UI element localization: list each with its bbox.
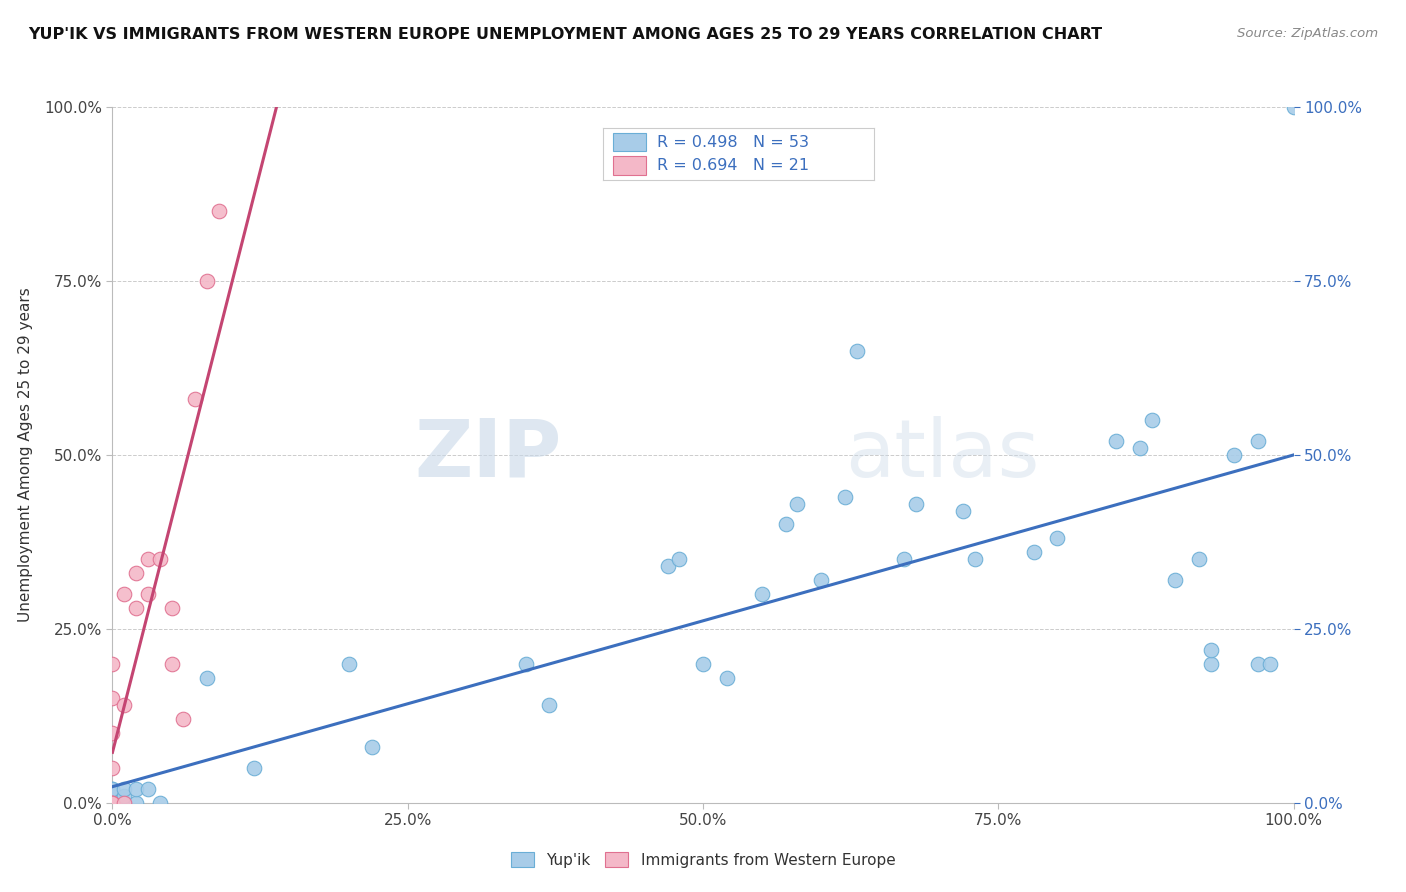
Point [893,552,915,566]
Point [101,796,124,810]
Point [810,573,832,587]
Point [136,781,159,796]
Point [112,698,135,713]
Point [101,796,124,810]
Point [136,587,159,601]
Point [1105,434,1128,448]
Point [149,552,172,566]
Point [112,796,135,810]
Point [172,712,194,726]
Point [160,601,183,615]
Point [208,204,231,219]
Point [160,657,183,671]
Point [1199,657,1222,671]
Point [101,796,124,810]
Point [101,657,124,671]
Text: Source: ZipAtlas.com: Source: ZipAtlas.com [1237,27,1378,40]
Point [1022,545,1045,559]
Point [716,671,738,685]
Point [101,781,124,796]
Point [1258,657,1281,671]
Point [125,781,148,796]
Point [101,726,124,740]
Point [538,698,561,713]
Bar [613,133,647,152]
Point [657,559,679,574]
Point [515,657,537,671]
Text: ZIP: ZIP [413,416,561,494]
Point [1247,434,1270,448]
Point [101,781,124,796]
Point [101,761,124,775]
Point [1164,573,1187,587]
Point [1046,532,1069,546]
Point [963,552,986,566]
Text: R = 0.694   N = 21: R = 0.694 N = 21 [657,158,808,173]
Point [184,392,207,407]
Y-axis label: Unemployment Among Ages 25 to 29 years: Unemployment Among Ages 25 to 29 years [18,287,32,623]
Text: atlas: atlas [845,416,1039,494]
Point [101,796,124,810]
Point [845,343,868,358]
Point [112,789,135,803]
Point [775,517,797,532]
Point [1223,448,1246,462]
Point [751,587,773,601]
Point [149,796,172,810]
Point [101,796,124,810]
Point [361,740,384,755]
Point [101,796,124,810]
Point [125,566,148,581]
Point [101,796,124,810]
Point [1247,657,1270,671]
Point [136,552,159,566]
Point [904,497,927,511]
Point [1140,413,1163,427]
Bar [613,156,647,175]
Point [101,796,124,810]
Text: R = 0.498   N = 53: R = 0.498 N = 53 [657,135,808,150]
Text: YUP'IK VS IMMIGRANTS FROM WESTERN EUROPE UNEMPLOYMENT AMONG AGES 25 TO 29 YEARS : YUP'IK VS IMMIGRANTS FROM WESTERN EUROPE… [28,27,1102,42]
Point [112,796,135,810]
Point [101,789,124,803]
Point [195,274,218,288]
Point [1199,642,1222,657]
Point [1188,552,1211,566]
Point [786,497,808,511]
Point [101,796,124,810]
Point [1282,100,1305,114]
Point [101,796,124,810]
Point [195,671,218,685]
Point [243,761,266,775]
Point [952,503,974,517]
Point [112,587,135,601]
Point [337,657,360,671]
Legend: Yup'ik, Immigrants from Western Europe: Yup'ik, Immigrants from Western Europe [503,845,903,875]
Point [834,490,856,504]
Point [125,601,148,615]
Point [101,691,124,706]
Point [125,796,148,810]
Point [668,552,690,566]
Point [101,796,124,810]
Point [692,657,714,671]
Point [1129,441,1152,455]
Point [101,789,124,803]
Point [112,781,135,796]
